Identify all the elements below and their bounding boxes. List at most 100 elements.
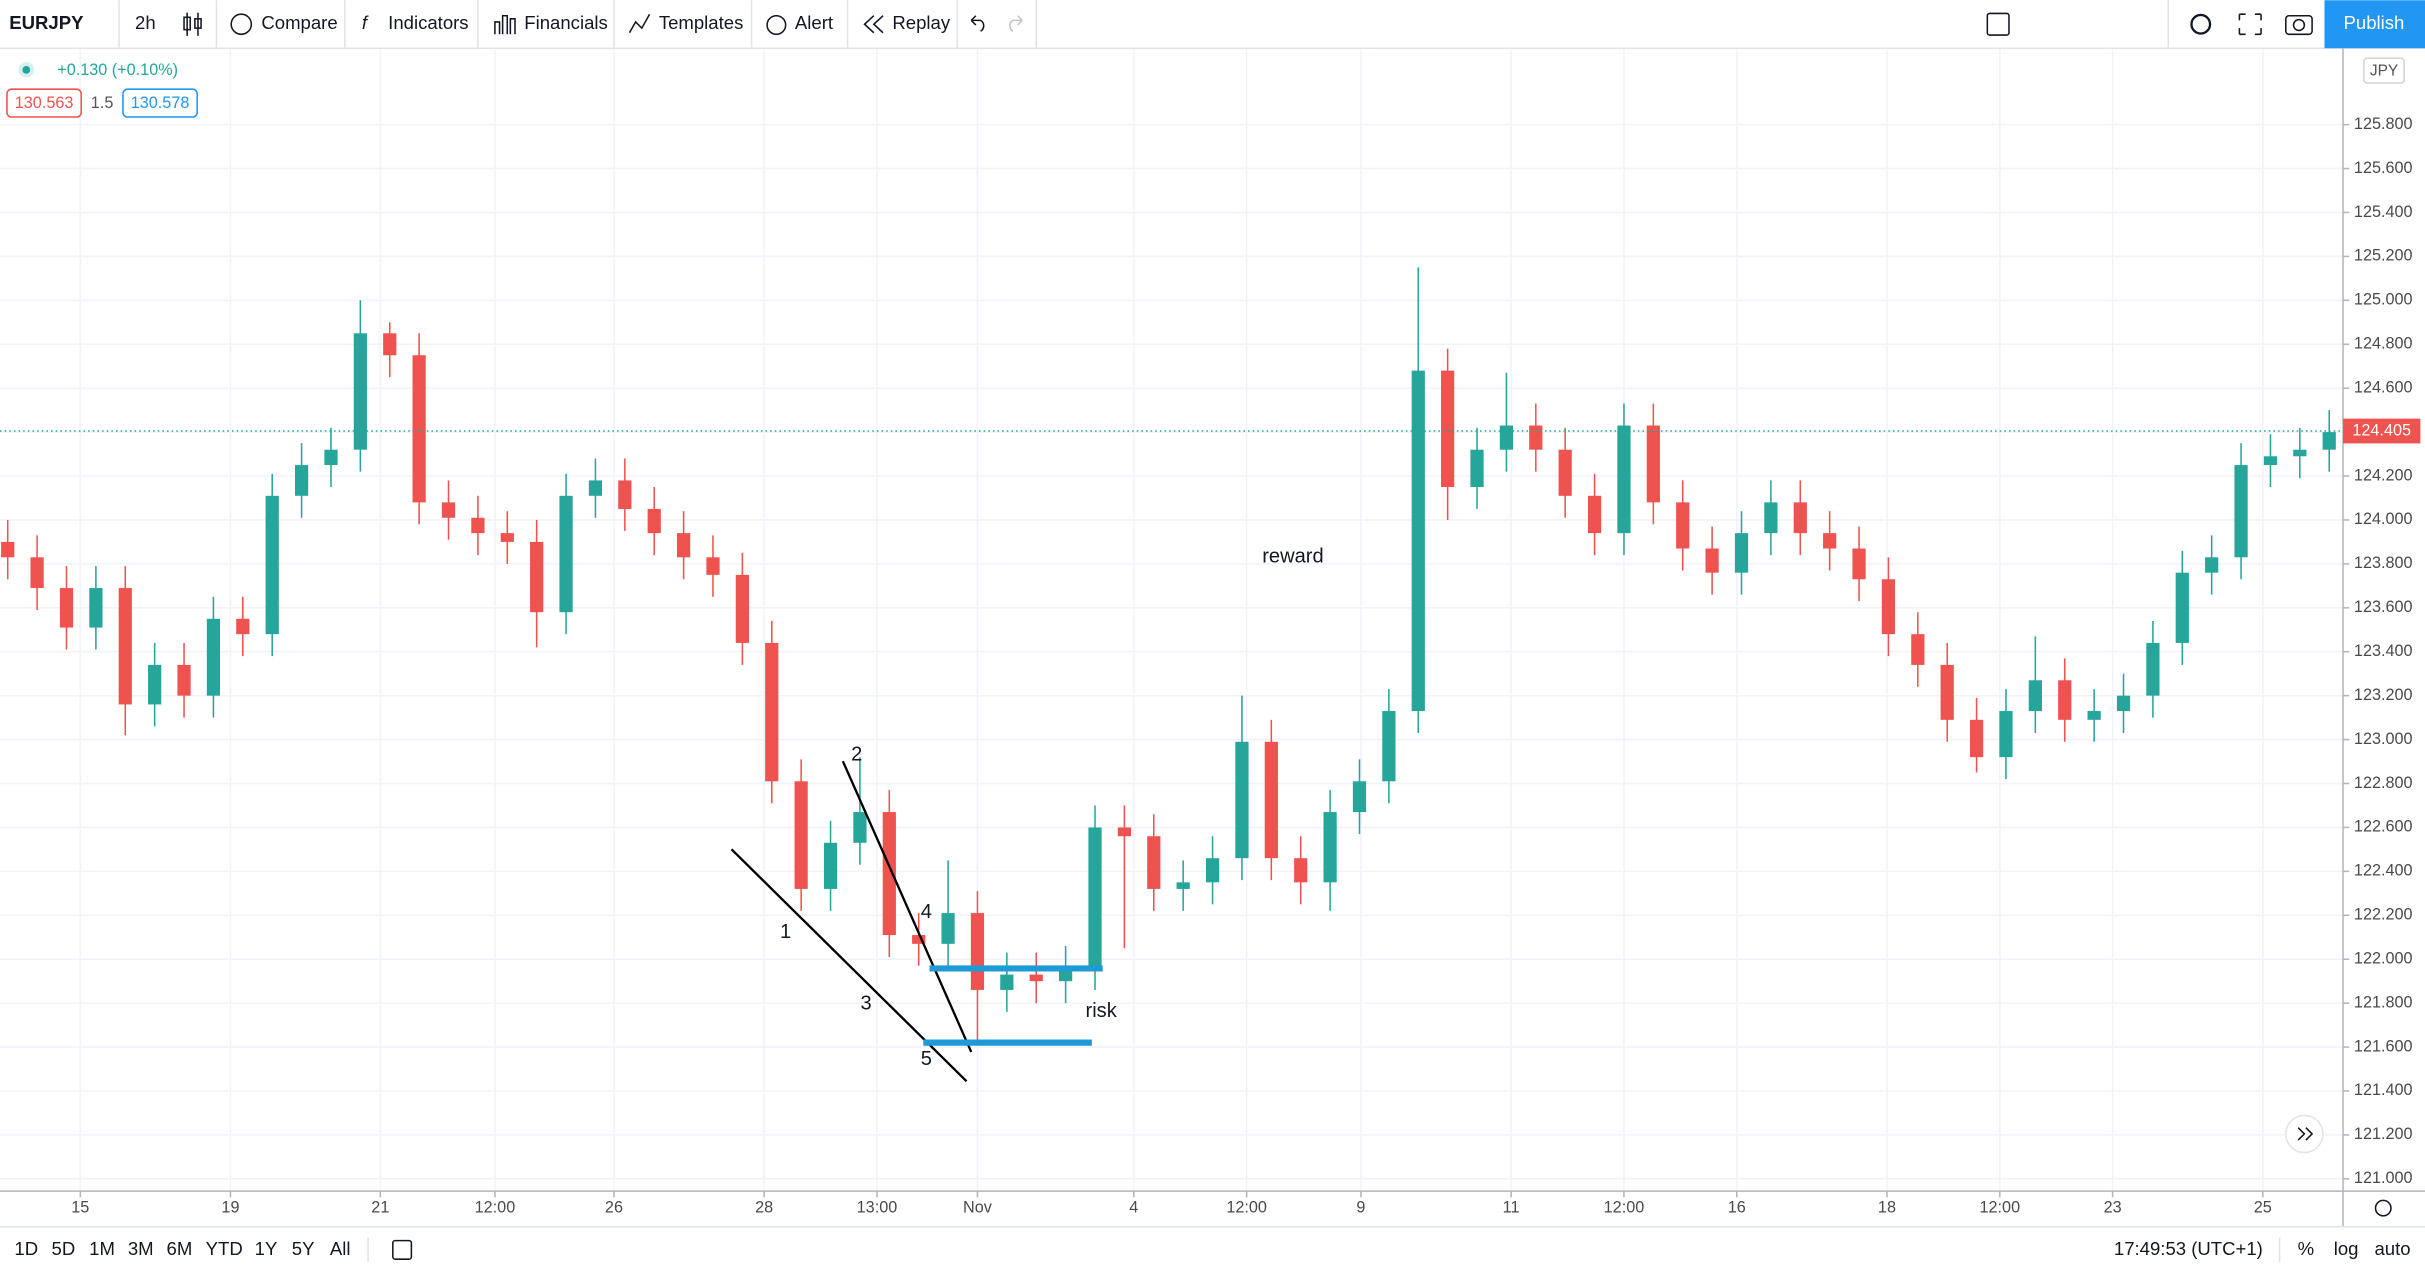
y-tick-label: 121.400 xyxy=(2354,1081,2413,1099)
x-tick-label: 12:00 xyxy=(1980,1198,2021,1216)
last-price-tag xyxy=(2343,418,2421,444)
indicators-button[interactable]: Indicators xyxy=(388,12,468,33)
price-change: +0.130 (+0.10%) xyxy=(57,61,178,79)
range-button[interactable]: 5D xyxy=(52,1238,76,1259)
y-tick-label: 122.800 xyxy=(2354,774,2413,792)
candle-body xyxy=(412,355,426,503)
candle-body xyxy=(294,465,309,496)
templates-button[interactable]: Templates xyxy=(659,12,744,33)
candle-body xyxy=(1969,719,1984,758)
bid-box[interactable] xyxy=(6,88,82,118)
candle-body xyxy=(941,913,955,944)
y-tick-label: 121.000 xyxy=(2354,1169,2413,1187)
financials-button[interactable]: Financials xyxy=(524,12,608,33)
annotation: 4 xyxy=(921,901,932,923)
candle-body xyxy=(177,664,191,696)
annotation: 3 xyxy=(860,992,871,1014)
ask-box[interactable] xyxy=(122,88,198,118)
templates-icon xyxy=(628,13,651,34)
snapshot-button[interactable] xyxy=(2285,14,2313,36)
candle-body xyxy=(1088,827,1102,968)
redo-button[interactable] xyxy=(1009,15,1023,32)
y-tick-label: 124.600 xyxy=(2354,378,2413,396)
compare-button[interactable]: Compare xyxy=(261,12,337,33)
axes: 121.000 121.200 121.400 121.600 121.800 122.0… xyxy=(71,115,2421,1216)
undo-button[interactable] xyxy=(970,15,985,32)
candle-body xyxy=(1734,533,1749,573)
candle-body xyxy=(2293,449,2307,457)
x-tick-label: 25 xyxy=(2254,1198,2272,1216)
candle-body xyxy=(1823,533,1837,549)
replay-icon xyxy=(863,15,884,34)
scroll-icon xyxy=(2297,1127,2314,1141)
last-price-label: 124.405 xyxy=(2352,421,2411,439)
range-button[interactable]: All xyxy=(330,1238,351,1259)
candle-body xyxy=(706,557,720,575)
candle-body xyxy=(1411,370,1425,712)
candle-body xyxy=(2058,680,2072,720)
range-button[interactable]: 1Y xyxy=(255,1238,278,1259)
settings-button[interactable] xyxy=(2190,13,2212,35)
candle-body xyxy=(2146,642,2160,696)
range-button[interactable]: 6M xyxy=(167,1238,193,1259)
candle-body xyxy=(206,618,221,696)
symbol[interactable]: EURJPY xyxy=(9,12,84,33)
y-tick-label: 123.200 xyxy=(2354,686,2413,704)
candle-body xyxy=(970,913,985,990)
candle-body xyxy=(559,495,573,613)
candle-body xyxy=(1441,370,1455,488)
candle-body xyxy=(1558,449,1572,496)
y-tick-label: 125.400 xyxy=(2354,203,2413,221)
replay-button[interactable]: Replay xyxy=(892,12,950,33)
scale-option[interactable]: % xyxy=(2298,1238,2315,1259)
publish-button[interactable] xyxy=(2324,0,2425,49)
candle-body xyxy=(1264,741,1278,859)
y-tick-label: 121.600 xyxy=(2354,1037,2413,1055)
candle-body xyxy=(1382,711,1396,782)
scale-option[interactable]: auto xyxy=(2374,1238,2410,1259)
interval[interactable]: 2h xyxy=(135,12,156,33)
alert-button[interactable]: Alert xyxy=(795,12,834,33)
goto-date-button[interactable] xyxy=(392,1239,413,1260)
scale-option[interactable]: log xyxy=(2334,1238,2359,1259)
y-tick-label: 122.600 xyxy=(2354,818,2413,836)
candle-body xyxy=(471,517,485,534)
range-button[interactable]: 1D xyxy=(14,1238,38,1259)
currency: JPY xyxy=(2370,62,2398,79)
axis-settings[interactable] xyxy=(2374,1199,2392,1217)
y-tick-label: 125.200 xyxy=(2354,247,2413,265)
candle-body xyxy=(324,449,338,466)
x-tick-label: 15 xyxy=(71,1198,89,1216)
alert-icon xyxy=(766,14,787,36)
financials-icon xyxy=(494,14,516,35)
range-button[interactable]: YTD xyxy=(206,1238,243,1259)
range-button[interactable]: 3M xyxy=(128,1238,154,1259)
x-tick-label: 21 xyxy=(371,1198,389,1216)
layout-button[interactable] xyxy=(1986,12,2010,36)
candle-style-icon[interactable] xyxy=(183,12,202,36)
candle-body xyxy=(588,480,603,496)
range-button[interactable]: 1M xyxy=(89,1238,115,1259)
fullscreen-button[interactable] xyxy=(2238,13,2262,36)
y-tick-label: 124.200 xyxy=(2354,466,2413,484)
candle-body xyxy=(2175,572,2189,643)
x-tick-label: 28 xyxy=(755,1198,773,1216)
candle-body xyxy=(1676,502,1690,549)
candle-body xyxy=(1852,548,1866,580)
y-tick-label: 122.000 xyxy=(2354,949,2413,967)
indicators-icon: f xyxy=(362,12,369,33)
candle-body xyxy=(30,557,44,589)
y-tick-label: 125.000 xyxy=(2354,291,2413,309)
candle-body xyxy=(89,588,103,628)
range-button[interactable]: 5Y xyxy=(292,1238,315,1259)
candle-body xyxy=(1147,836,1161,889)
candle-body xyxy=(1000,974,1014,990)
x-tick-label: Nov xyxy=(963,1198,993,1216)
candle-body xyxy=(676,533,691,558)
x-tick-label: 4 xyxy=(1129,1198,1138,1216)
toolbar xyxy=(0,0,2425,49)
candle-body xyxy=(853,812,867,843)
x-tick-label: 16 xyxy=(1728,1198,1746,1216)
x-tick-label: 26 xyxy=(605,1198,623,1216)
candle-body xyxy=(148,664,162,705)
